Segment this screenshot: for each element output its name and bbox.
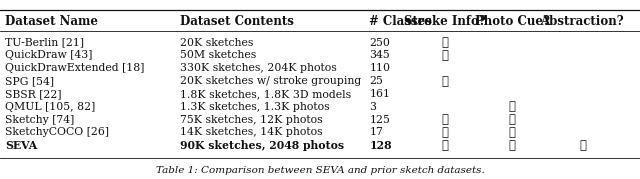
- Text: 50M sketches: 50M sketches: [180, 50, 257, 61]
- Text: SBSR [22]: SBSR [22]: [5, 89, 61, 99]
- Text: 250: 250: [369, 38, 390, 48]
- Text: 20K sketches: 20K sketches: [180, 38, 254, 48]
- Text: Dataset Contents: Dataset Contents: [180, 15, 294, 28]
- Text: SketchyCOCO [26]: SketchyCOCO [26]: [5, 127, 109, 137]
- Text: 1.8K sketches, 1.8K 3D models: 1.8K sketches, 1.8K 3D models: [180, 89, 351, 99]
- Text: Stroke Info?: Stroke Info?: [404, 15, 486, 28]
- Text: Table 1: Comparison between SEVA and prior sketch datasets.: Table 1: Comparison between SEVA and pri…: [156, 166, 484, 175]
- Text: ✓: ✓: [442, 75, 448, 88]
- Text: SEVA: SEVA: [5, 140, 37, 151]
- Text: 20K sketches w/ stroke grouping: 20K sketches w/ stroke grouping: [180, 76, 362, 86]
- Text: Dataset Name: Dataset Name: [5, 15, 98, 28]
- Text: ✓: ✓: [579, 139, 586, 152]
- Text: QuickDrawExtended [18]: QuickDrawExtended [18]: [5, 63, 145, 73]
- Text: TU-Berlin [21]: TU-Berlin [21]: [5, 38, 84, 48]
- Text: Photo Cue?: Photo Cue?: [475, 15, 549, 28]
- Text: ✓: ✓: [509, 126, 515, 139]
- Text: ✓: ✓: [442, 126, 448, 139]
- Text: ✓: ✓: [509, 113, 515, 126]
- Text: Abstraction?: Abstraction?: [541, 15, 624, 28]
- Text: Sketchy [74]: Sketchy [74]: [5, 115, 74, 125]
- Text: QMUL [105, 82]: QMUL [105, 82]: [5, 102, 95, 112]
- Text: 110: 110: [369, 63, 390, 73]
- Text: ✓: ✓: [442, 139, 448, 152]
- Text: 90K sketches, 2048 photos: 90K sketches, 2048 photos: [180, 140, 344, 151]
- Text: 345: 345: [369, 50, 390, 61]
- Text: ✓: ✓: [509, 100, 515, 113]
- Text: ✓: ✓: [442, 49, 448, 62]
- Text: QuickDraw [43]: QuickDraw [43]: [5, 50, 93, 61]
- Text: 14K sketches, 14K photos: 14K sketches, 14K photos: [180, 127, 323, 137]
- Text: 25: 25: [369, 76, 383, 86]
- Text: ✓: ✓: [442, 113, 448, 126]
- Text: # Classes: # Classes: [369, 15, 432, 28]
- Text: 3: 3: [369, 102, 376, 112]
- Text: 1.3K sketches, 1.3K photos: 1.3K sketches, 1.3K photos: [180, 102, 330, 112]
- Text: 330K sketches, 204K photos: 330K sketches, 204K photos: [180, 63, 337, 73]
- Text: 161: 161: [369, 89, 390, 99]
- Text: ✓: ✓: [442, 36, 448, 49]
- Text: 125: 125: [369, 115, 390, 125]
- Text: 75K sketches, 12K photos: 75K sketches, 12K photos: [180, 115, 323, 125]
- Text: 17: 17: [369, 127, 383, 137]
- Text: ✓: ✓: [509, 139, 515, 152]
- Text: SPG [54]: SPG [54]: [5, 76, 54, 86]
- Text: 128: 128: [369, 140, 392, 151]
